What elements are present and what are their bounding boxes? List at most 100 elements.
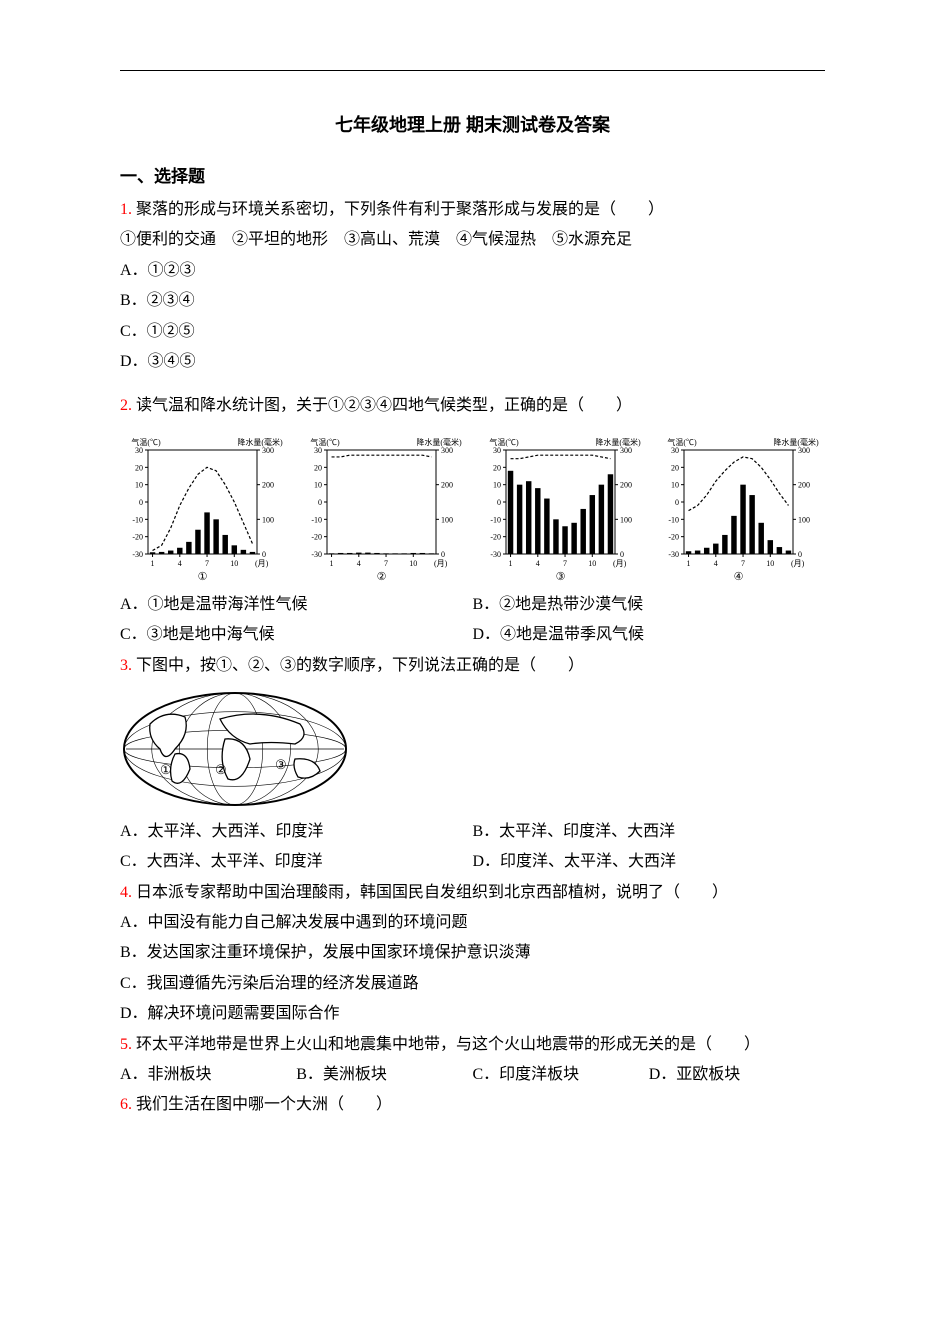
svg-text:30: 30 — [135, 446, 143, 455]
svg-text:100: 100 — [441, 515, 453, 524]
svg-text:30: 30 — [671, 446, 679, 455]
svg-text:4: 4 — [357, 559, 361, 568]
page-title: 七年级地理上册 期末测试卷及答案 — [120, 111, 825, 137]
q3-options-row2: C．大西洋、太平洋、印度洋 D．印度洋、太平洋、大西洋 — [120, 847, 825, 877]
svg-text:③: ③ — [275, 757, 287, 772]
svg-text:4: 4 — [714, 559, 718, 568]
svg-text:300: 300 — [262, 446, 274, 455]
svg-text:300: 300 — [798, 446, 810, 455]
q4-number: 4. — [120, 884, 132, 901]
svg-text:20: 20 — [314, 463, 322, 472]
svg-text:降水量(毫米): 降水量(毫米) — [237, 437, 283, 447]
svg-text:1: 1 — [151, 559, 155, 568]
svg-text:气温(℃): 气温(℃) — [489, 437, 519, 447]
svg-text:200: 200 — [620, 480, 632, 489]
q1-optB: B．②③④ — [120, 286, 825, 316]
svg-text:7: 7 — [384, 559, 388, 568]
q2-text: 读气温和降水统计图，关于①②③④四地气候类型，正确的是（ ） — [136, 397, 632, 414]
q1-optA: A．①②③ — [120, 256, 825, 286]
svg-text:(月): (月) — [613, 559, 627, 568]
svg-text:0: 0 — [675, 498, 679, 507]
svg-text:-20: -20 — [669, 532, 680, 541]
svg-text:200: 200 — [262, 480, 274, 489]
q2-optB: B．②地是热带沙漠气候 — [473, 590, 826, 620]
svg-text:-30: -30 — [490, 550, 501, 559]
svg-text:-20: -20 — [311, 532, 322, 541]
q2-options-row2: C．③地是地中海气候 D．④地是温带季风气候 — [120, 620, 825, 650]
svg-text:0: 0 — [620, 550, 624, 559]
svg-text:1: 1 — [508, 559, 512, 568]
svg-text:-10: -10 — [490, 515, 501, 524]
svg-text:-10: -10 — [669, 515, 680, 524]
q5-text: 环太平洋地带是世界上火山和地震集中地带，与这个火山地震带的形成无关的是（ ） — [136, 1036, 760, 1053]
q4-optC: C．我国遵循先污染后治理的经济发展道路 — [120, 969, 825, 999]
svg-text:10: 10 — [409, 559, 417, 568]
svg-text:30: 30 — [493, 446, 501, 455]
q4-optA: A．中国没有能力自己解决发展中遇到的环境问题 — [120, 908, 825, 938]
svg-text:气温(℃): 气温(℃) — [668, 437, 698, 447]
svg-text:-30: -30 — [311, 550, 322, 559]
svg-text:200: 200 — [441, 480, 453, 489]
q3-number: 3. — [120, 657, 132, 674]
q2-options-row1: A．①地是温带海洋性气候 B．②地是热带沙漠气候 — [120, 590, 825, 620]
svg-text:7: 7 — [205, 559, 209, 568]
svg-text:0: 0 — [318, 498, 322, 507]
svg-text:4: 4 — [535, 559, 539, 568]
q3-optB: B．太平洋、印度洋、大西洋 — [473, 817, 826, 847]
q1-number: 1. — [120, 201, 132, 218]
svg-text:0: 0 — [798, 550, 802, 559]
svg-text:降水量(毫米): 降水量(毫米) — [416, 437, 462, 447]
q1-optD: D．③④⑤ — [120, 347, 825, 377]
svg-text:7: 7 — [741, 559, 745, 568]
svg-text:100: 100 — [262, 515, 274, 524]
svg-text:4: 4 — [178, 559, 182, 568]
top-rule — [120, 70, 825, 71]
svg-text:20: 20 — [671, 463, 679, 472]
svg-text:-30: -30 — [132, 550, 143, 559]
svg-text:0: 0 — [441, 550, 445, 559]
svg-text:10: 10 — [671, 480, 679, 489]
svg-text:(月): (月) — [434, 559, 448, 568]
q2-number: 2. — [120, 397, 132, 414]
q3-text: 下图中，按①、②、③的数字顺序，下列说法正确的是（ ） — [136, 657, 584, 674]
svg-text:10: 10 — [314, 480, 322, 489]
q6-stem: 6. 我们生活在图中哪一个大洲（ ） — [120, 1090, 825, 1120]
svg-text:20: 20 — [493, 463, 501, 472]
section-heading: 一、选择题 — [120, 162, 825, 187]
svg-text:③: ③ — [555, 571, 565, 582]
svg-text:100: 100 — [798, 515, 810, 524]
q1-stem: 1. 聚落的形成与环境关系密切，下列条件有利于聚落形成与发展的是（ ） — [120, 195, 825, 225]
svg-text:0: 0 — [139, 498, 143, 507]
q4-text: 日本派专家帮助中国治理酸雨，韩国国民自发组织到北京西部植树，说明了（ ） — [136, 884, 728, 901]
svg-text:0: 0 — [497, 498, 501, 507]
q5-optB: B．美洲板块 — [296, 1060, 472, 1090]
q2-optA: A．①地是温带海洋性气候 — [120, 590, 473, 620]
svg-text:-10: -10 — [311, 515, 322, 524]
spacer — [120, 377, 825, 391]
svg-text:降水量(毫米): 降水量(毫米) — [774, 437, 820, 447]
q5-optA: A．非洲板块 — [120, 1060, 296, 1090]
chart-2: 3020100-10-20-303002001000气温(℃)降水量(毫米)14… — [299, 432, 468, 582]
q4-optD: D．解决环境问题需要国际合作 — [120, 999, 825, 1029]
svg-text:10: 10 — [588, 559, 596, 568]
q1-items: ①便利的交通 ②平坦的地形 ③高山、荒漠 ④气候湿热 ⑤水源充足 — [120, 225, 825, 255]
svg-text:(月): (月) — [791, 559, 805, 568]
svg-text:降水量(毫米): 降水量(毫米) — [595, 437, 641, 447]
svg-text:10: 10 — [135, 480, 143, 489]
q2-optD: D．④地是温带季风气候 — [473, 620, 826, 650]
q3-stem: 3. 下图中，按①、②、③的数字顺序，下列说法正确的是（ ） — [120, 651, 825, 681]
chart-3: 3020100-10-20-303002001000气温(℃)降水量(毫米)14… — [478, 432, 647, 582]
svg-text:100: 100 — [620, 515, 632, 524]
svg-text:300: 300 — [620, 446, 632, 455]
svg-text:10: 10 — [230, 559, 238, 568]
q1-optC: C．①②⑤ — [120, 317, 825, 347]
svg-text:-10: -10 — [132, 515, 143, 524]
svg-text:300: 300 — [441, 446, 453, 455]
svg-text:②: ② — [376, 571, 386, 582]
q4-stem: 4. 日本派专家帮助中国治理酸雨，韩国国民自发组织到北京西部植树，说明了（ ） — [120, 878, 825, 908]
q5-stem: 5. 环太平洋地带是世界上火山和地震集中地带，与这个火山地震带的形成无关的是（ … — [120, 1030, 825, 1060]
chart-4: 3020100-10-20-303002001000气温(℃)降水量(毫米)14… — [656, 432, 825, 582]
svg-text:20: 20 — [135, 463, 143, 472]
svg-text:-30: -30 — [669, 550, 680, 559]
svg-text:气温(℃): 气温(℃) — [310, 437, 340, 447]
